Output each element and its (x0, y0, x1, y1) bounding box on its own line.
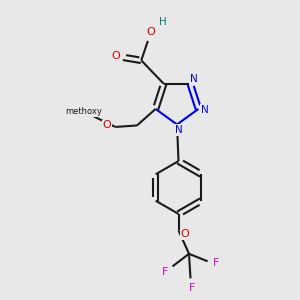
Text: F: F (189, 283, 195, 293)
Text: O: O (146, 28, 154, 38)
Text: O: O (181, 229, 190, 239)
Text: F: F (162, 267, 168, 277)
Text: N: N (175, 125, 182, 135)
Text: H: H (159, 17, 167, 27)
Text: F: F (213, 258, 219, 268)
Text: O: O (103, 121, 111, 130)
Text: methoxy: methoxy (65, 107, 102, 116)
Text: N: N (201, 105, 209, 115)
Text: N: N (190, 74, 198, 84)
Text: O: O (111, 51, 120, 61)
